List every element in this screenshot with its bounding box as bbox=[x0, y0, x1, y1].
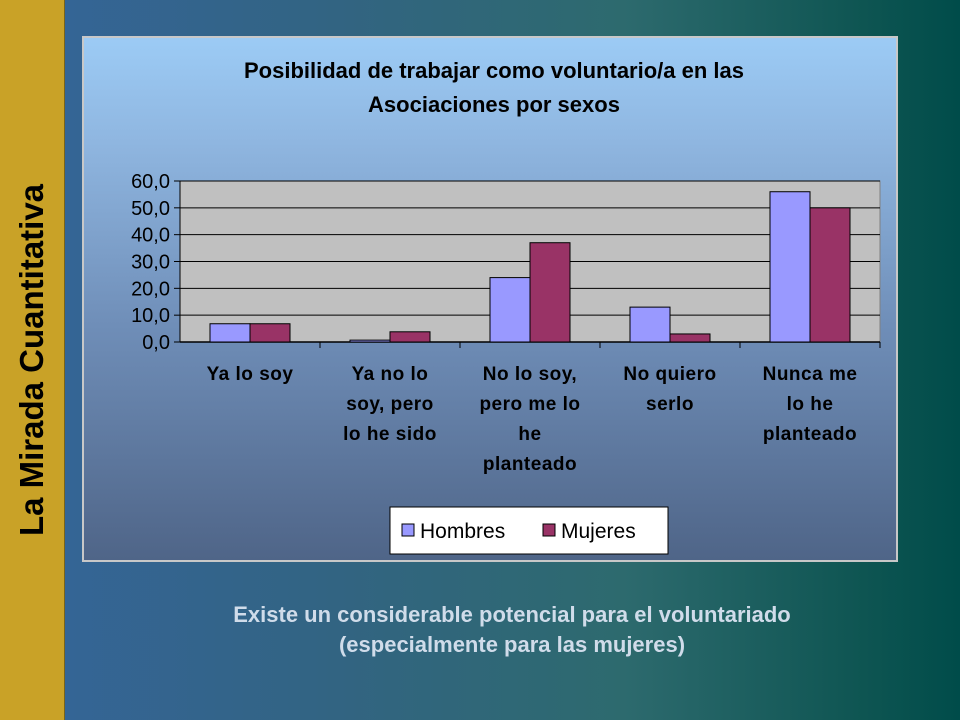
legend-label-hombres: Hombres bbox=[420, 520, 505, 543]
x-category-label: No quiero bbox=[623, 364, 716, 385]
y-tick-label: 40,0 bbox=[131, 225, 170, 247]
bar-mujeres bbox=[809, 207, 851, 343]
side-title: La Mirada Cuantitativa bbox=[13, 183, 50, 537]
y-tick-label: 60,0 bbox=[131, 171, 170, 193]
legend-label-mujeres: Mujeres bbox=[561, 520, 636, 543]
bar-hombres bbox=[349, 339, 391, 343]
legend-swatch-mujeres bbox=[542, 523, 556, 537]
y-tick-label: 50,0 bbox=[131, 198, 170, 220]
bar-hombres bbox=[209, 323, 251, 343]
y-tick-label: 10,0 bbox=[131, 305, 170, 327]
x-category-label: No lo soy, bbox=[483, 364, 577, 385]
x-category-label: lo he sido bbox=[343, 424, 437, 445]
y-tick-label: 20,0 bbox=[131, 278, 170, 300]
legend-swatch-hombres bbox=[401, 523, 415, 537]
chart-frame: Posibilidad de trabajar como voluntario/… bbox=[82, 36, 898, 562]
x-category-label: lo he bbox=[787, 394, 834, 415]
bar-mujeres bbox=[669, 333, 711, 343]
bar-mujeres bbox=[529, 242, 571, 343]
y-tick-label: 30,0 bbox=[131, 252, 170, 274]
bar-hombres bbox=[629, 306, 671, 343]
x-category-label: Ya lo soy bbox=[207, 364, 294, 385]
bar-mujeres bbox=[389, 331, 431, 343]
x-category-label: he bbox=[518, 424, 541, 445]
bar-mujeres bbox=[249, 323, 291, 343]
x-category-label: Nunca me bbox=[763, 364, 858, 385]
bar-hombres bbox=[489, 277, 531, 343]
chart-title-line: Posibilidad de trabajar como voluntario/… bbox=[244, 58, 744, 83]
caption-line-2: (especialmente para las mujeres) bbox=[338, 632, 686, 657]
x-category-label: Ya no lo bbox=[352, 364, 429, 385]
legend-box bbox=[389, 506, 669, 555]
bar-chart: Posibilidad de trabajar como voluntario/… bbox=[131, 58, 881, 555]
y-tick-label: 0,0 bbox=[142, 332, 170, 354]
caption-line-1: Existe un considerable potencial para el… bbox=[233, 602, 791, 627]
bar-hombres bbox=[769, 191, 811, 343]
side-band: La Mirada Cuantitativa bbox=[0, 0, 65, 720]
x-category-label: soy, pero bbox=[346, 394, 434, 415]
x-category-label: planteado bbox=[483, 454, 577, 475]
x-category-label: planteado bbox=[763, 424, 857, 445]
x-category-label: pero me lo bbox=[479, 394, 580, 415]
x-category-label: serlo bbox=[646, 394, 694, 415]
caption: Existe un considerable potencial para el… bbox=[64, 600, 960, 660]
chart-title-line: Asociaciones por sexos bbox=[368, 92, 620, 117]
